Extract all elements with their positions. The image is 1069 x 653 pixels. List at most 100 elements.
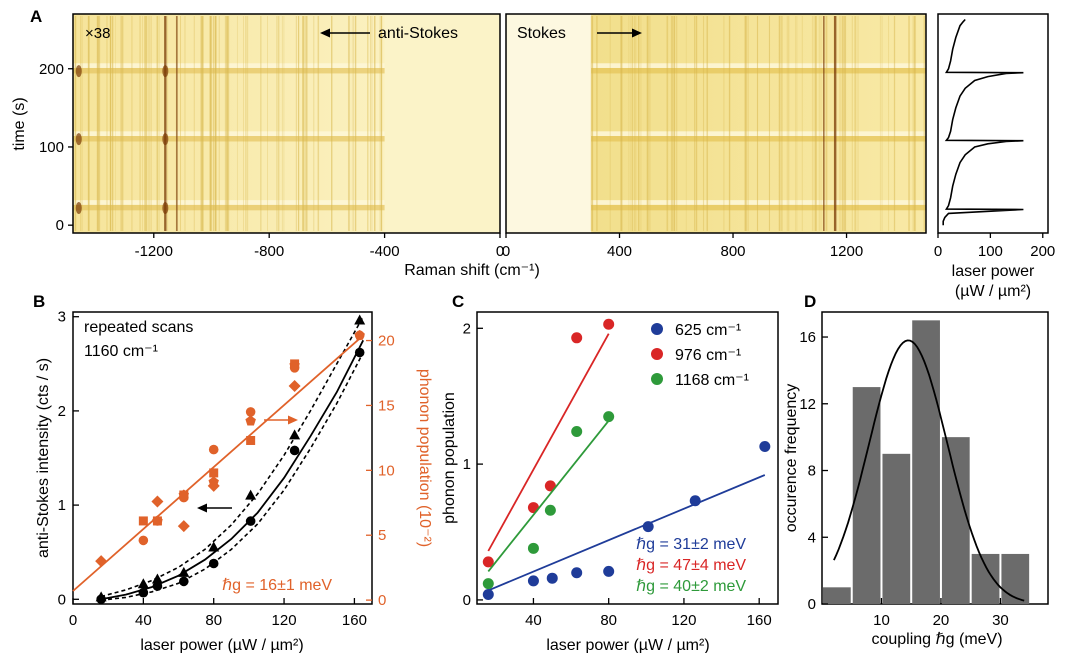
intensity-circle-point <box>179 576 189 587</box>
histogram-bar <box>852 387 881 604</box>
panel-a-xtick-label: 800 <box>721 243 746 260</box>
legend-label-625: 625 cm⁻¹ <box>675 322 741 339</box>
intensity-circle-point <box>152 581 163 591</box>
panel-a-xtick-label: -1200 <box>135 243 173 260</box>
stokes-reset-gap <box>591 63 926 68</box>
panel-a-xtick-label: 400 <box>607 243 632 260</box>
scale-note: ×38 <box>85 25 110 42</box>
panel-b-y2tick-label: 20 <box>378 333 395 350</box>
laser-xlabel-units: (µW / µm²) <box>955 283 1031 300</box>
population-square-point <box>138 516 148 526</box>
population-circle-point <box>179 492 189 503</box>
panel-c-legend: 625 cm⁻¹ 976 cm⁻¹ 1168 cm⁻¹ <box>651 322 749 389</box>
panel-c-fit-line <box>487 420 610 572</box>
antistokes-hotspot <box>75 133 82 146</box>
laser-frame <box>937 13 1049 234</box>
antistokes-high-power-band <box>73 204 385 211</box>
panel-b-frame <box>72 311 373 605</box>
panel-b-xtick-label: 160 <box>342 612 367 629</box>
panel-c-point <box>482 588 494 600</box>
panel-c-point <box>603 565 615 577</box>
panel-c-coupling-625: ℏg = 31±2 meV <box>636 536 746 553</box>
panel-c: C 40 80 120 160 0 1 2 625 cm⁻¹ 976 cm⁻¹ 1168 c… <box>441 292 779 653</box>
legend-label-1168: 1168 cm⁻¹ <box>675 372 749 389</box>
stokes-frame <box>505 13 927 234</box>
panel-b-ytick-label: 0 <box>58 591 66 608</box>
panel-c-point <box>482 556 494 568</box>
panel-c-fit-line <box>487 474 766 592</box>
population-diamond-point <box>151 495 164 508</box>
panel-d-ytick-label: 0 <box>808 596 816 613</box>
population-circle-point <box>354 330 365 341</box>
population-square-point <box>209 468 219 478</box>
panel-d-label: D <box>804 292 816 311</box>
intensity-triangle-point <box>137 578 149 589</box>
intensity-circle-point <box>208 558 219 569</box>
stokes-signal-region <box>591 14 926 233</box>
panel-b-xtick-label: 120 <box>272 612 297 629</box>
panel-c-point <box>544 480 556 492</box>
panel-c-point <box>482 578 494 590</box>
laser-xlabel: laser power <box>952 263 1035 280</box>
panel-c-xlabel: laser power (µW / µm²) <box>546 637 709 653</box>
intensity-triangle-point <box>289 429 301 440</box>
panel-d-xtick-label: 30 <box>992 612 1009 629</box>
population-circle-point <box>208 444 219 455</box>
antistokes-reset-gap <box>73 63 385 68</box>
intensity-circle-point <box>289 445 300 456</box>
intensity-triangle-point <box>178 566 190 577</box>
population-diamond-point <box>288 379 301 392</box>
panel-c-point <box>642 521 654 533</box>
panel-b-coupling: ℏg = 16±1 meV <box>222 577 332 594</box>
panel-a-ylabel: time (s) <box>11 97 28 150</box>
panel-c-fit-line <box>487 333 610 552</box>
antistokes-signal-region <box>73 14 385 233</box>
panel-a-xtick-label: 0 <box>502 243 510 260</box>
antistokes-hotspot <box>162 201 169 214</box>
panel-a-ytick-label: 200 <box>39 61 64 78</box>
population-linear-fit <box>72 334 364 592</box>
panel-a-xtick-label: -400 <box>370 243 400 260</box>
antistokes-hotspot <box>162 133 169 146</box>
histogram-bar <box>912 320 940 604</box>
intensity-circle-point <box>354 347 365 358</box>
intensity-triangle-point <box>245 489 257 500</box>
intensity-triangle-point <box>208 541 220 552</box>
antistokes-arrow-head <box>320 28 330 38</box>
panel-a-ytick-label: 100 <box>39 139 64 156</box>
panel-c-point <box>603 411 615 423</box>
panel-b-xtick-label: 0 <box>69 612 77 629</box>
panel-c-point <box>689 495 701 507</box>
laser-power-trace <box>942 18 1024 226</box>
panel-b-label: B <box>33 292 45 311</box>
panel-d-xtick-label: 10 <box>873 612 890 629</box>
panel-c-point <box>546 572 558 584</box>
antistokes-hotspot <box>75 65 82 78</box>
antistokes-high-power-band <box>73 67 385 74</box>
panel-c-point <box>571 332 583 344</box>
laser-xtick-label: 200 <box>1030 243 1055 260</box>
stokes-heatmap <box>506 14 926 233</box>
panel-c-coupling-976: ℏg = 47±4 meV <box>636 557 746 574</box>
panel-c-xtick-label: 80 <box>600 612 617 629</box>
panel-c-ytick-label: 2 <box>463 320 471 337</box>
panel-c-frame <box>476 311 779 605</box>
panel-b: B 0 40 80 120 160 0 1 2 3 0 5 10 15 20 repeated scans… <box>33 292 433 653</box>
panel-a-xlabel: Raman shift (cm⁻¹) <box>404 262 540 279</box>
panel-c-point <box>527 575 539 587</box>
panel-b-y2tick-label: 0 <box>378 592 386 609</box>
panel-b-xtick-label: 40 <box>135 612 152 629</box>
histogram-bar <box>941 437 970 604</box>
panel-b-y2tick-label: 10 <box>378 462 395 479</box>
panel-a-xtick-label: 1200 <box>830 243 863 260</box>
histogram-bar <box>882 453 911 604</box>
panel-c-point <box>571 426 583 438</box>
gaussian-fit <box>833 339 1025 602</box>
intensity-triangle-point <box>354 314 366 325</box>
panel-c-point <box>527 542 539 554</box>
histogram-bar <box>1001 553 1030 604</box>
panel-b-y2tick-label: 5 <box>378 527 386 544</box>
panel-c-ylabel: phonon population <box>441 392 458 524</box>
panel-d-ytick-label: 12 <box>799 396 816 413</box>
